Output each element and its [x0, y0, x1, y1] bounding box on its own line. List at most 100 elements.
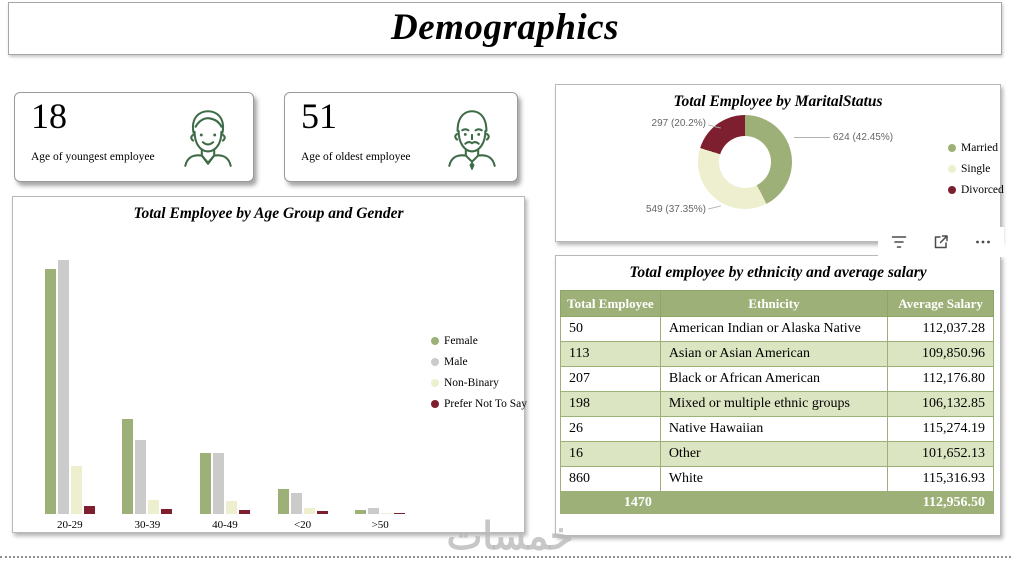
ethnicity-table-title: Total employee by ethnicity and average … — [629, 264, 927, 281]
table-cell: 115,316.93 — [887, 466, 994, 492]
table-cell: 115,274.19 — [887, 416, 994, 442]
legend-label: Divorced — [961, 184, 1004, 196]
bar-prefer-not-to-say[interactable] — [83, 506, 95, 514]
table-cell: Native Hawaiian — [659, 416, 889, 442]
table-row[interactable]: 26 Native Hawaiian 115,274.19 — [560, 416, 994, 442]
young-man-avatar-icon — [184, 110, 232, 167]
legend-item-non-binary[interactable]: Non-Binary — [431, 377, 527, 389]
legend-dot-icon — [431, 379, 439, 387]
popout-icon[interactable] — [931, 232, 951, 252]
bar-male[interactable] — [290, 493, 302, 514]
legend-label: Prefer Not To Say — [444, 398, 527, 410]
bar-non-binary[interactable] — [303, 508, 315, 514]
table-cell: American Indian or Alaska Native — [659, 316, 889, 342]
table-cell: 113 — [560, 341, 661, 367]
table-cell: 109,850.96 — [887, 341, 994, 367]
bar-chart-panel: Total Employee by Age Group and Gender 2… — [12, 196, 527, 533]
table-total-cell: 1470 — [560, 491, 661, 514]
bars — [355, 243, 406, 514]
kpi-label: Age of youngest employee — [31, 151, 155, 163]
column-header[interactable]: Ethnicity — [659, 290, 889, 317]
table-total-cell — [659, 491, 889, 514]
table-row[interactable]: 16 Other 101,652.13 — [560, 441, 994, 467]
legend-item-male[interactable]: Male — [431, 356, 527, 368]
header: Demographics — [8, 2, 1002, 55]
table-cell: 106,132.85 — [887, 391, 994, 417]
legend-label: Single — [961, 163, 991, 175]
legend-label: Married — [961, 142, 999, 154]
table-row[interactable]: 207 Black or African American 112,176.80 — [560, 366, 994, 392]
table-cell: 50 — [560, 316, 661, 342]
x-axis-label: >50 — [371, 519, 389, 531]
more-options-icon[interactable] — [973, 232, 993, 252]
donut-data-label-divorced: 297 (20.2%) — [651, 118, 706, 129]
donut-data-label-married: 624 (42.45%) — [833, 132, 894, 143]
bar-female[interactable] — [44, 268, 56, 514]
donut-data-label-single: 549 (37.35%) — [645, 204, 706, 215]
table-cell: 112,037.28 — [887, 316, 994, 342]
bar-male[interactable] — [57, 260, 69, 514]
table-cell: Asian or Asian American — [659, 341, 889, 367]
bars — [44, 243, 95, 514]
bar-prefer-not-to-say[interactable] — [161, 508, 173, 514]
legend-dot-icon — [948, 186, 956, 194]
legend-dot-icon — [431, 337, 439, 345]
column-header[interactable]: Total Employee — [560, 290, 661, 317]
legend-item-female[interactable]: Female — [431, 335, 527, 347]
leader-line — [708, 205, 721, 210]
bar-female[interactable] — [199, 453, 211, 514]
bar-prefer-not-to-say[interactable] — [394, 512, 406, 514]
bar-chart-legend: Female Male Non-Binary Prefer Not To Say — [431, 335, 527, 410]
bar-female[interactable] — [355, 510, 367, 514]
donut-chart-legend: Married Single Divorced — [948, 142, 1004, 196]
table-total-row: 1470 112,956.50 — [560, 491, 994, 514]
bar-prefer-not-to-say[interactable] — [238, 510, 250, 514]
legend-item-single[interactable]: Single — [948, 163, 1004, 175]
table-row[interactable]: 198 Mixed or multiple ethnic groups 106,13… — [560, 391, 994, 417]
bar-group-40-49: 40-49 — [199, 243, 250, 533]
x-axis-label: 30-39 — [134, 519, 161, 531]
kpi-label: Age of oldest employee — [301, 151, 411, 163]
kpi-value: 18 — [31, 96, 67, 136]
table-cell: 860 — [560, 466, 661, 492]
bar-non-binary[interactable] — [225, 501, 237, 514]
bar-group-20-29: 20-29 — [44, 243, 95, 533]
table-cell: White — [659, 466, 889, 492]
column-header[interactable]: Average Salary — [887, 290, 994, 317]
filter-icon[interactable] — [889, 232, 909, 252]
bar-non-binary[interactable] — [381, 512, 393, 514]
legend-dot-icon — [431, 358, 439, 366]
kpi-card-oldest-employee[interactable]: 51 Age of oldest employee — [284, 92, 518, 182]
bar-prefer-not-to-say[interactable] — [316, 510, 328, 514]
table-row[interactable]: 113 Asian or Asian American 109,850.96 — [560, 341, 994, 367]
table-header-row: Total Employee Ethnicity Average Salary — [560, 290, 994, 317]
legend-dot-icon — [431, 400, 439, 408]
legend-label: Male — [444, 356, 468, 368]
bars — [199, 243, 250, 514]
bar-group->50: >50 — [355, 243, 406, 533]
legend-item-married[interactable]: Married — [948, 142, 1004, 154]
bars — [122, 243, 173, 514]
table-row[interactable]: 860 White 115,316.93 — [560, 466, 994, 492]
bar-group-30-39: 30-39 — [122, 243, 173, 533]
bar-female[interactable] — [277, 488, 289, 514]
legend-item-divorced[interactable]: Divorced — [948, 184, 1004, 196]
bar-male[interactable] — [135, 440, 147, 514]
bar-male[interactable] — [212, 453, 224, 514]
donut-chart-panel: Total Employee by MaritalStatus 297 (20.… — [555, 84, 1004, 242]
kpi-value: 51 — [301, 96, 337, 136]
kpi-card-youngest-employee[interactable]: 18 Age of youngest employee — [14, 92, 254, 182]
older-man-avatar-icon — [448, 110, 496, 170]
table-row[interactable]: 50 American Indian or Alaska Native 112,03… — [560, 316, 994, 342]
table-cell: 207 — [560, 366, 661, 392]
donut-chart[interactable] — [698, 115, 792, 209]
bar-female[interactable] — [122, 419, 134, 514]
bar-male[interactable] — [368, 508, 380, 514]
leader-line — [794, 137, 830, 138]
bar-non-binary[interactable] — [148, 499, 160, 514]
legend-item-prefer-not-to-say[interactable]: Prefer Not To Say — [431, 398, 527, 410]
bar-group-<20: <20 — [277, 243, 328, 533]
table-cell: Black or African American — [659, 366, 889, 392]
table-cell: 112,176.80 — [887, 366, 994, 392]
bar-non-binary[interactable] — [70, 466, 82, 514]
